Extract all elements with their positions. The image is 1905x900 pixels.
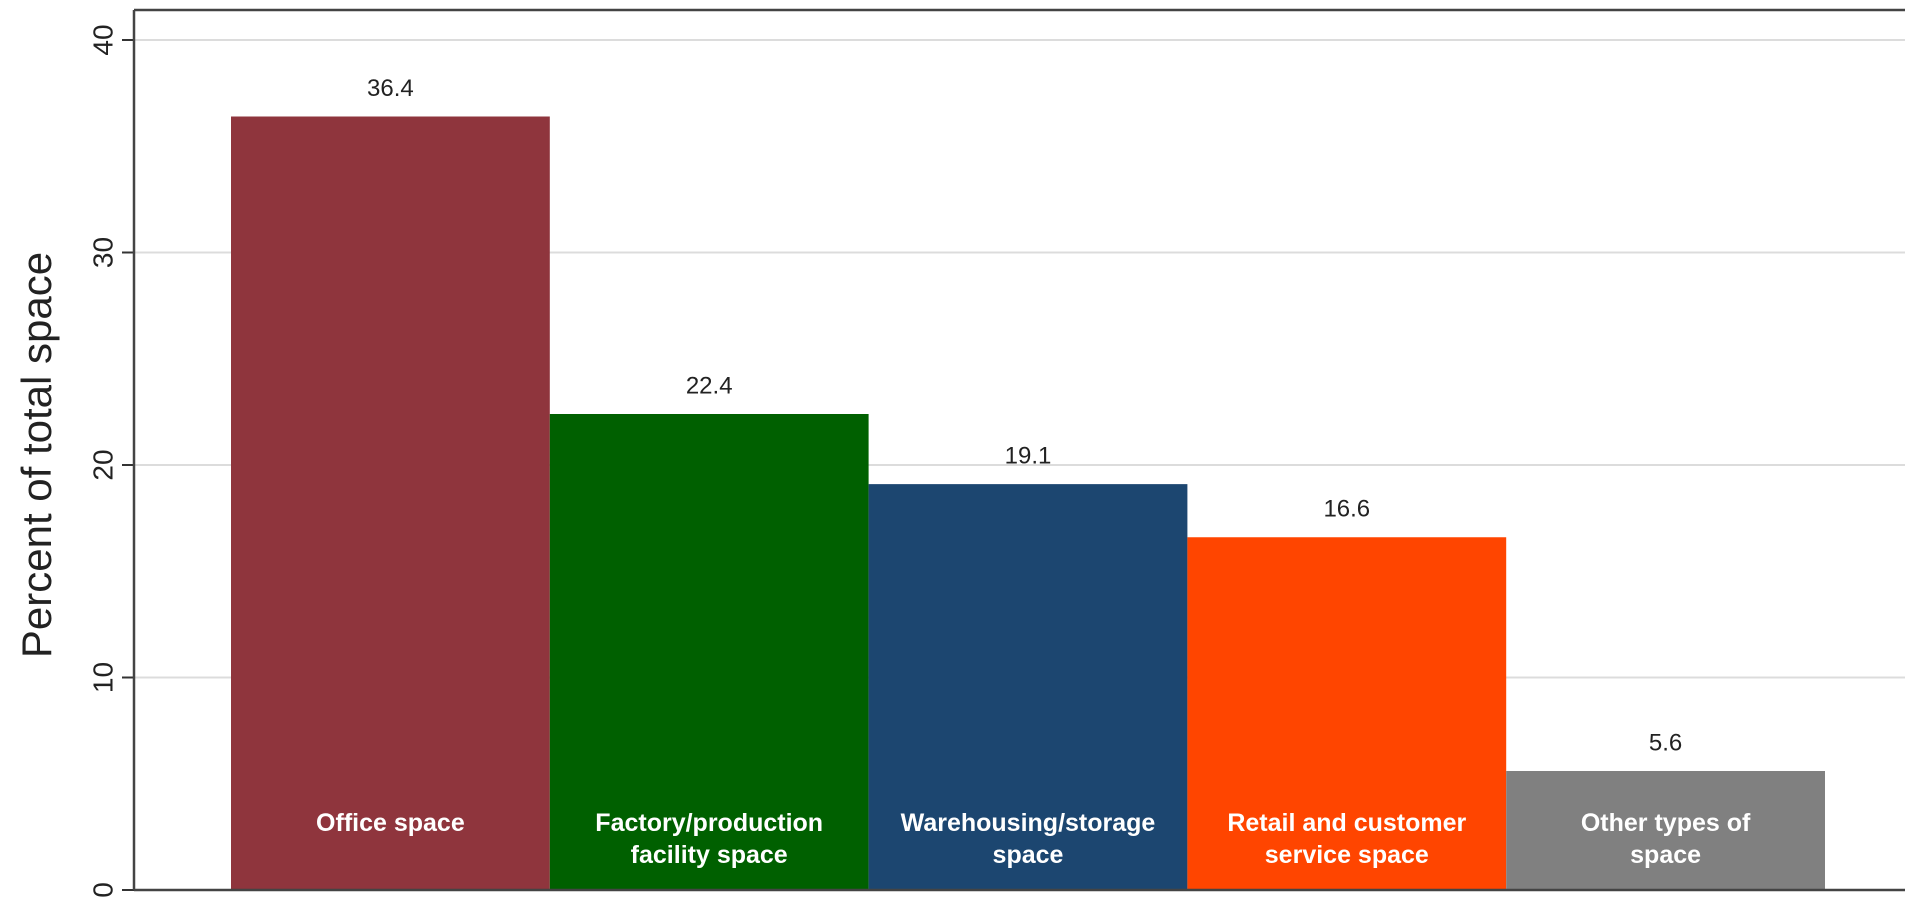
- bar: [868, 484, 1188, 890]
- y-axis-label: Percent of total space: [13, 252, 60, 658]
- value-label: 5.6: [1649, 729, 1682, 756]
- y-tick-label: 40: [87, 24, 118, 55]
- y-tick-label: 30: [87, 237, 118, 268]
- bar: [231, 116, 550, 890]
- value-label: 16.6: [1323, 496, 1370, 523]
- bar: [1506, 771, 1825, 890]
- value-label: 36.4: [367, 75, 414, 102]
- value-label: 19.1: [1005, 442, 1052, 469]
- category-label: Retail and customer service space: [1227, 809, 1466, 869]
- category-label: Warehousing/storage space: [901, 809, 1156, 869]
- value-label: 22.4: [686, 372, 733, 399]
- bar: [1187, 537, 1507, 890]
- y-tick-label: 10: [87, 662, 118, 693]
- bar: [549, 414, 869, 890]
- category-label: Office space: [316, 809, 465, 837]
- y-tick-label: 20: [87, 449, 118, 480]
- y-tick-label: 0: [87, 882, 118, 898]
- category-label: Other types of space: [1581, 809, 1751, 869]
- category-label: Factory/production facility space: [595, 809, 823, 869]
